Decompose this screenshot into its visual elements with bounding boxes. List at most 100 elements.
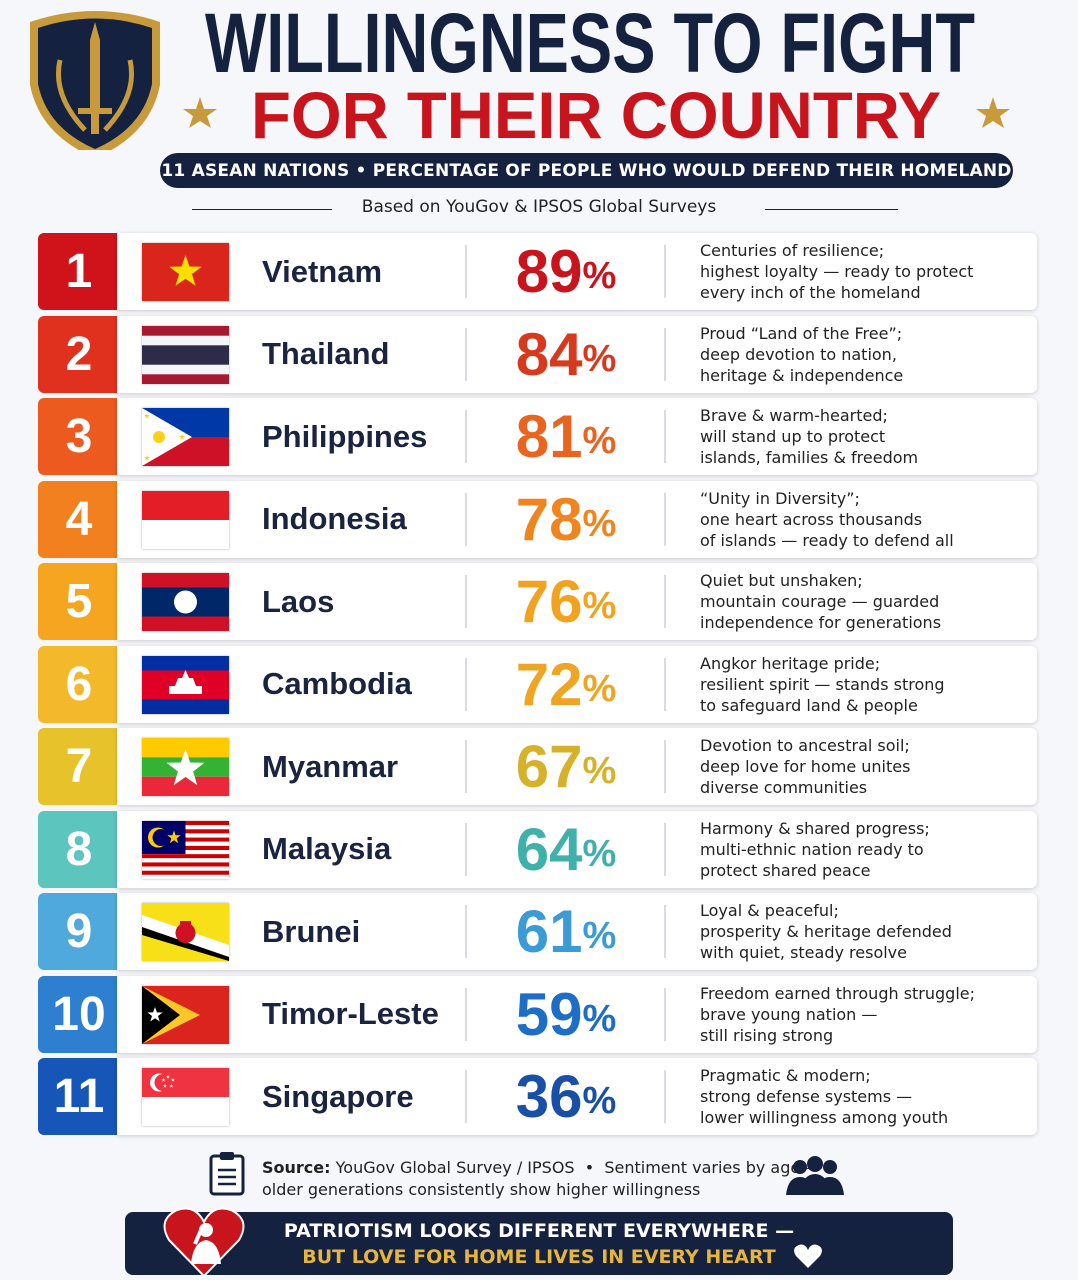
country-name: Vietnam (262, 253, 383, 289)
row-card: Malaysia 64% Harmony & shared progress; mul… (117, 810, 1037, 888)
source: Source: YouGov Global Survey / IPSOS • S… (262, 1157, 821, 1201)
percentage-unit: % (582, 255, 617, 297)
percentage-unit: % (582, 750, 617, 792)
percentage-unit: % (582, 667, 617, 710)
based-on: Based on YouGov & IPSOS Global Surveys (361, 197, 717, 217)
flag-graphic (142, 655, 229, 714)
flag (142, 820, 229, 879)
rank-badge: 6 (38, 645, 120, 723)
description-line: multi-ethnic nation ready to (700, 839, 924, 859)
flag-graphic (142, 243, 229, 301)
description-line: every inch of the homeland (700, 283, 921, 302)
rank-badge: 1 (38, 233, 120, 310)
country-name: Singapore (262, 1078, 414, 1114)
description: Pragmatic & modern; strong defense system… (700, 1065, 948, 1128)
percentage-unit: % (582, 997, 617, 1040)
percentage-unit: % (582, 585, 617, 627)
rank-badge: 2 (38, 315, 120, 393)
percentage: 89% (467, 233, 665, 310)
description-line: Freedom earned through struggle; (700, 983, 976, 1003)
country-name: Philippines (262, 418, 428, 454)
divider (465, 905, 467, 958)
divider (664, 905, 666, 958)
description-line: Proud “Land of the Free”; (700, 323, 903, 343)
description: Harmony & shared progress; multi-ethnic n… (700, 818, 930, 881)
description-line: Brave & warm-hearted; (700, 406, 888, 425)
country-name: Thailand (262, 336, 390, 371)
divider (465, 575, 467, 628)
row-card: Vietnam 89% Centuries of resilience; highes… (117, 233, 1037, 310)
description: “Unity in Diversity”; one heart across th… (700, 488, 954, 551)
title-line-1: WILLINGNESS TO FIGHT (205, 0, 975, 90)
source-line: older generations consistently show high… (262, 1180, 701, 1199)
row-card: Philippines 81% Brave & warm-hearted; will … (117, 398, 1037, 475)
row-card: Indonesia 78% “Unity in Diversity”; one hea… (117, 480, 1037, 558)
description-line: lower willingness among youth (700, 1108, 949, 1127)
rank-badge: 7 (38, 728, 120, 805)
title-line-2: FOR THEIR COUNTRY (251, 78, 941, 150)
rule (765, 209, 898, 210)
country-name: Timor-Leste (262, 996, 439, 1031)
flag-graphic (142, 1068, 229, 1126)
description-line: of islands — ready to defend all (700, 530, 954, 550)
description-line: diverse communities (700, 778, 868, 797)
subtitle-pill: 11 ASEAN NATIONS • PERCENTAGE OF PEOPLE … (160, 153, 1013, 188)
divider (465, 657, 467, 711)
percentage-value: 78 (515, 485, 583, 553)
country-name: Malaysia (262, 831, 392, 866)
description-line: Centuries of resilience; (700, 241, 885, 260)
description-line: strong defense systems — (700, 1087, 913, 1106)
description-line: Quiet but unshaken; (700, 571, 863, 590)
description-line: Harmony & shared progress; (700, 818, 930, 838)
divider (465, 987, 467, 1041)
percentage-unit: % (582, 420, 617, 462)
divider (664, 327, 666, 381)
flag (142, 738, 229, 796)
rank-badge: 11 (38, 1058, 120, 1135)
percentage: 76% (467, 563, 665, 640)
star (976, 97, 1010, 128)
country-name: Indonesia (262, 501, 407, 536)
divider (664, 492, 666, 546)
description: Loyal & peaceful; prosperity & heritage d… (700, 900, 952, 963)
percentage: 64% (467, 811, 665, 888)
flag-graphic (142, 903, 229, 961)
flag (142, 655, 229, 714)
percentage-unit: % (582, 915, 617, 957)
description-line: brave young nation — (700, 1004, 878, 1024)
description-line: Angkor heritage pride; (700, 653, 881, 673)
source-text: YouGov Global Survey / IPSOS • Sentiment… (335, 1158, 822, 1177)
description-line: Pragmatic & modern; (700, 1066, 871, 1085)
divider (664, 410, 666, 463)
flag (142, 490, 229, 549)
percentage-value: 76 (515, 568, 583, 635)
description: Angkor heritage pride; resilient spirit —… (700, 653, 945, 716)
flag (142, 325, 229, 384)
flag-graphic (142, 325, 229, 384)
description-line: deep love for home unites (700, 757, 911, 776)
divider (664, 245, 666, 298)
divider (465, 410, 467, 463)
clipboard-icon (209, 1152, 245, 1196)
percentage-value: 81 (515, 403, 583, 470)
description-line: still rising strong (700, 1025, 834, 1045)
percentage: 72% (467, 646, 665, 723)
description-line: resilient spirit — stands strong (700, 674, 945, 694)
star (183, 97, 217, 128)
flag (142, 1068, 229, 1126)
percentage: 61% (467, 893, 665, 970)
source-label: Source: (262, 1158, 331, 1177)
description-line: prosperity & heritage defended (700, 922, 952, 941)
flag (142, 985, 229, 1044)
description-line: deep devotion to nation, (700, 344, 897, 364)
description-line: heritage & independence (700, 365, 904, 385)
country-name: Brunei (262, 913, 361, 949)
flag-graphic (142, 490, 229, 549)
percentage: 78% (467, 481, 665, 558)
percentage-value: 36 (515, 1063, 583, 1130)
description: Devotion to ancestral soil; deep love for… (700, 735, 910, 798)
percentage-value: 59 (515, 980, 583, 1048)
flag-graphic (142, 573, 229, 631)
flag-graphic (142, 985, 229, 1044)
